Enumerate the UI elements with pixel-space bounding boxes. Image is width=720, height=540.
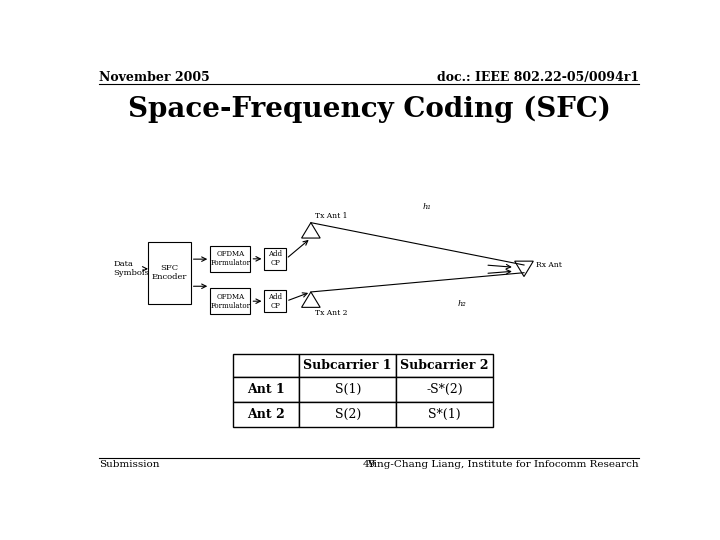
Text: Tx Ant 1: Tx Ant 1 [315,212,347,220]
Bar [396,354,493,377]
Text: h₁: h₁ [423,203,431,211]
Bar [233,354,300,377]
Bar [300,354,396,377]
Text: -S*(2): -S*(2) [426,383,463,396]
Text: Add
CP: Add CP [269,293,282,310]
Text: S*(1): S*(1) [428,408,461,421]
Text: Ant 1: Ant 1 [248,383,285,396]
Polygon shape [302,292,320,307]
Text: Subcarrier 1: Subcarrier 1 [303,359,392,372]
Text: h₂: h₂ [458,300,467,307]
Text: Add
CP: Add CP [269,250,282,267]
Text: Data
Symbols: Data Symbols [113,260,149,278]
Text: SFC
Encoder: SFC Encoder [152,264,187,281]
Polygon shape [515,261,534,276]
Text: Space-Frequency Coding (SFC): Space-Frequency Coding (SFC) [127,96,611,123]
Text: Rx Ant: Rx Ant [536,261,562,269]
Bar [210,246,251,272]
Text: Tx Ant 2: Tx Ant 2 [315,309,347,317]
Bar [148,242,191,303]
Text: 49: 49 [362,460,376,469]
Text: doc.: IEEE 802.22-05/0094r1: doc.: IEEE 802.22-05/0094r1 [436,71,639,84]
Bar [210,288,251,314]
Text: Ant 2: Ant 2 [248,408,285,421]
Text: November 2005: November 2005 [99,71,210,84]
Text: Submission: Submission [99,460,160,469]
Polygon shape [302,222,320,238]
Text: Ying-Chang Liang, Institute for Infocomm Research: Ying-Chang Liang, Institute for Infocomm… [367,460,639,469]
Bar [264,248,286,269]
Text: S(2): S(2) [335,408,361,421]
Text: OFDMA
Formulator: OFDMA Formulator [210,250,251,267]
Text: OFDMA
Formulator: OFDMA Formulator [210,293,251,310]
Bar [396,402,493,428]
Bar [264,291,286,312]
Bar [396,377,493,402]
Bar [233,402,300,428]
Text: S(1): S(1) [335,383,361,396]
Bar [300,377,396,402]
Text: Subcarrier 2: Subcarrier 2 [400,359,489,372]
Bar [300,402,396,428]
Bar [233,377,300,402]
